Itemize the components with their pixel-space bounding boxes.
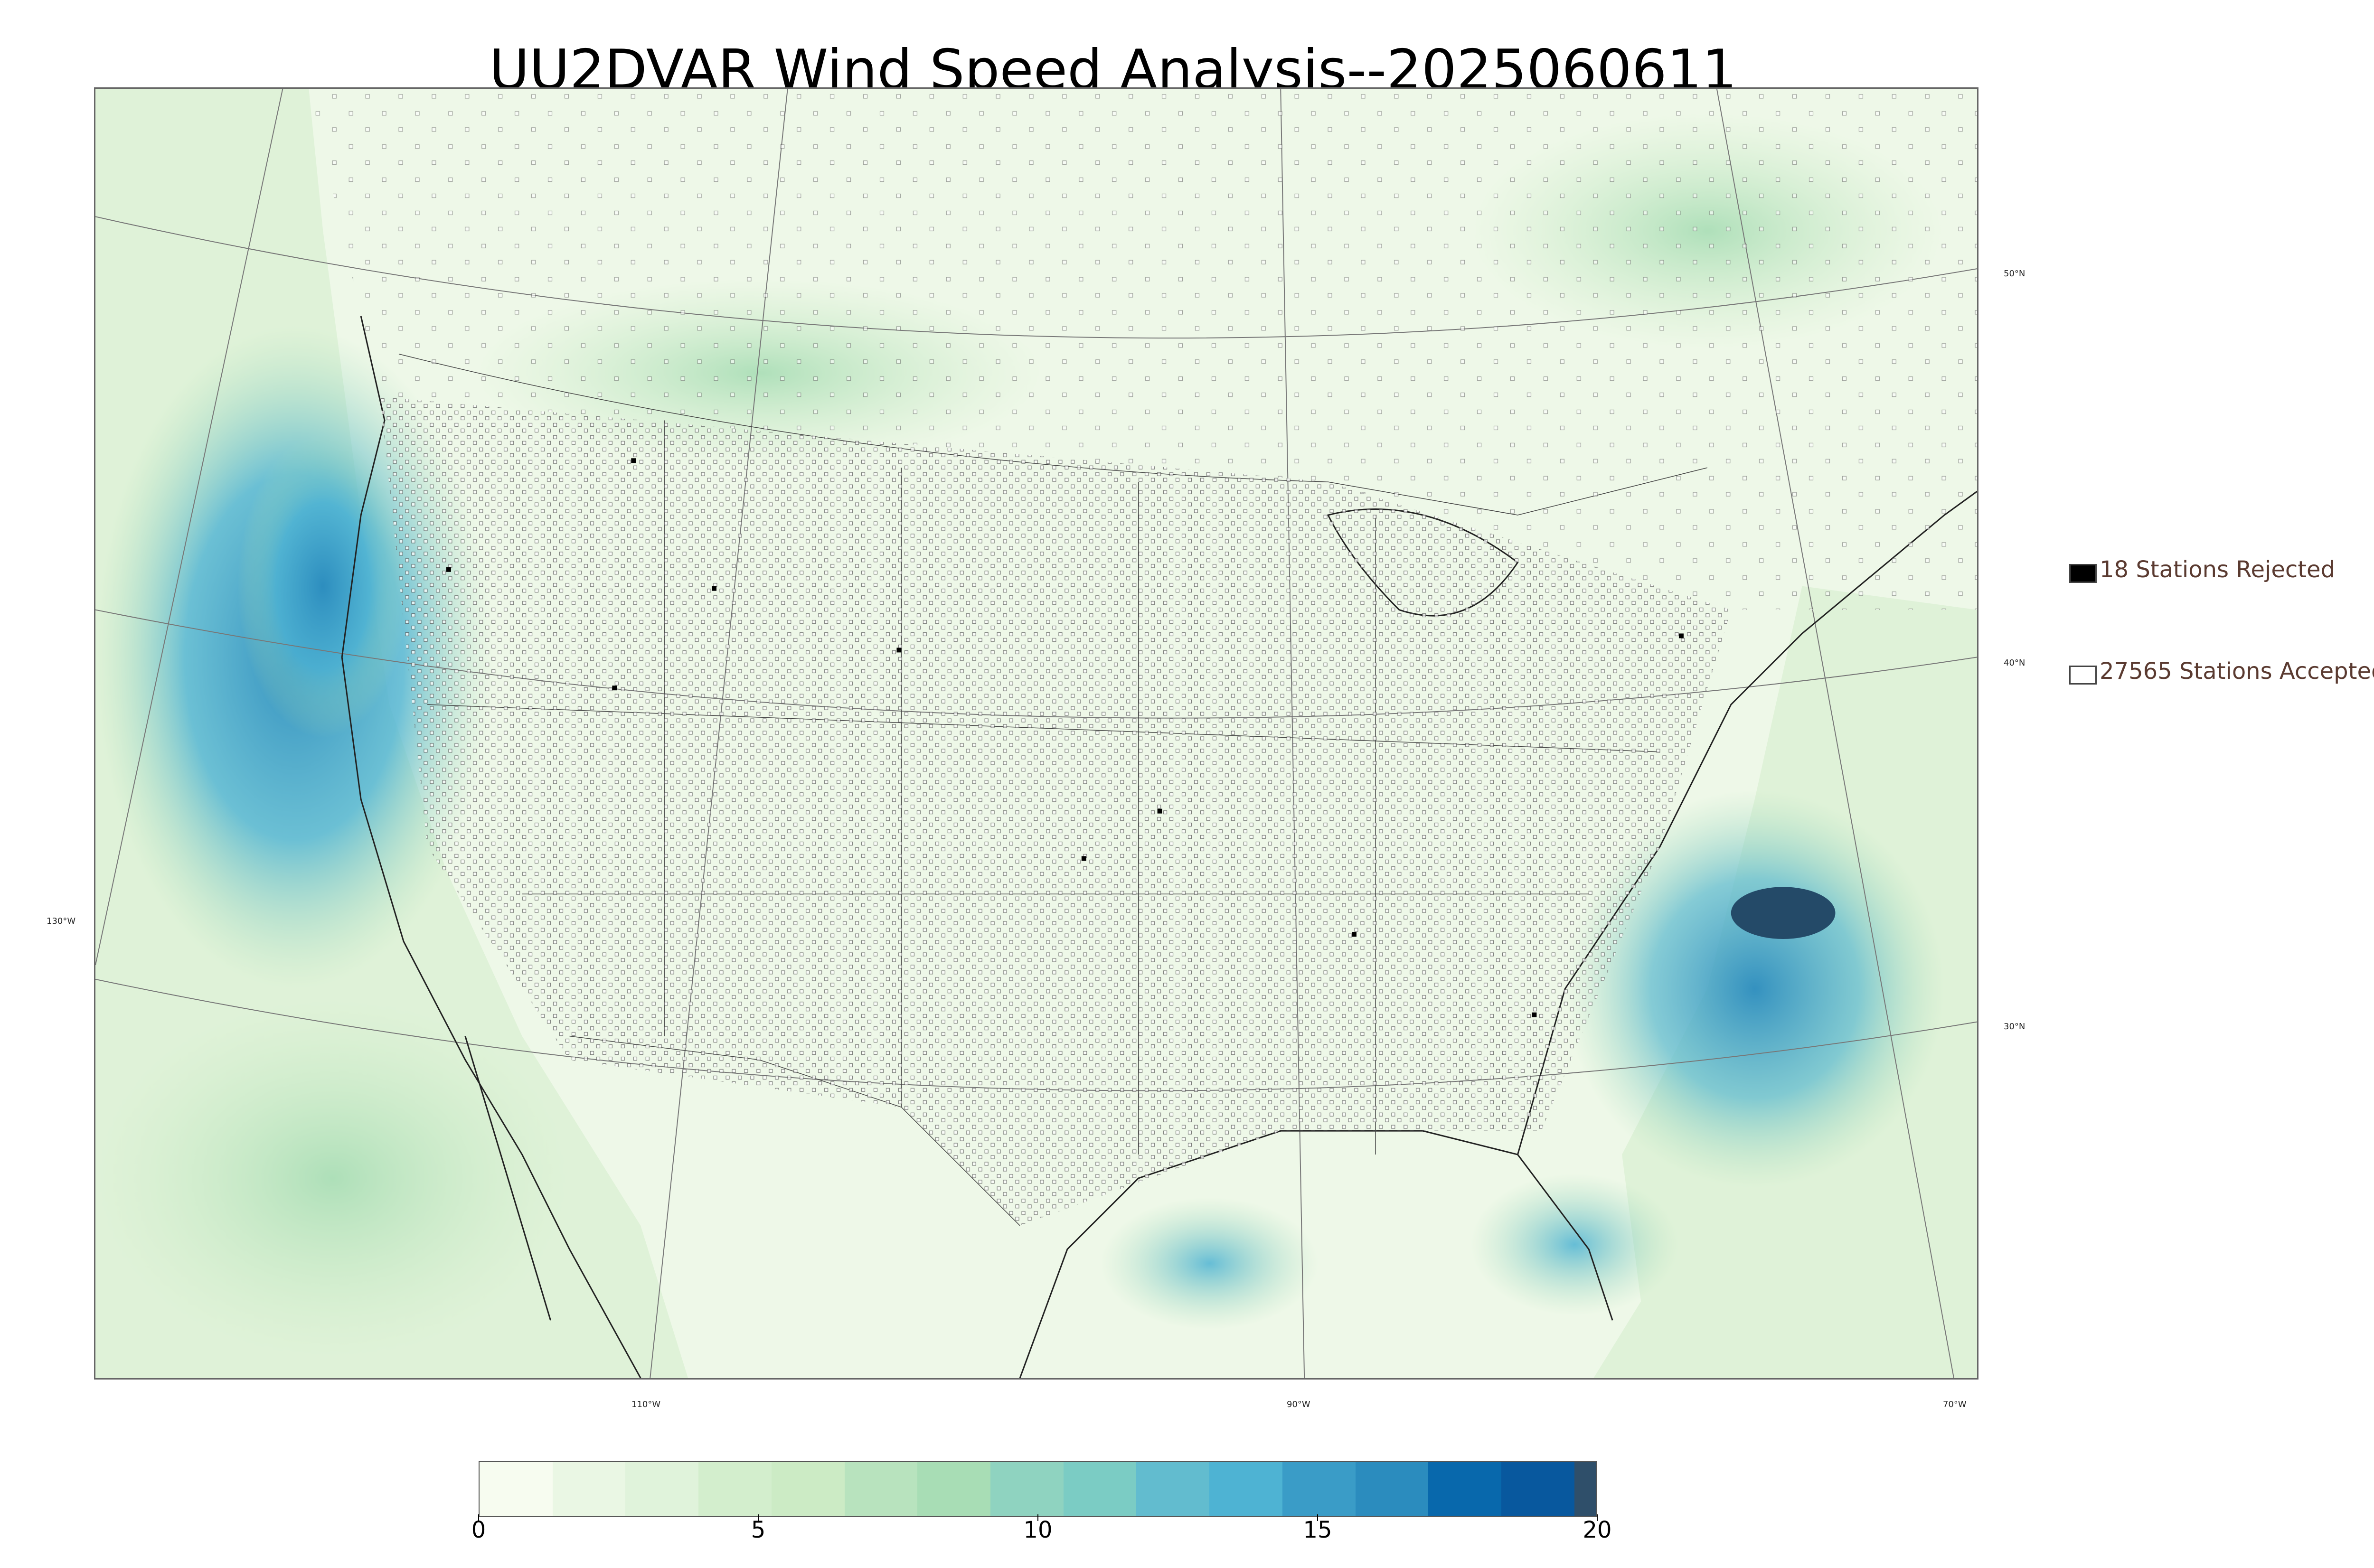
lon-label-70w: 70°W — [1943, 1399, 1967, 1409]
southwest-green — [95, 998, 570, 1359]
atlantic-wind-core — [1731, 887, 1836, 939]
station-observations-sparse — [309, 89, 1977, 610]
colorbar-segment — [1501, 1462, 1574, 1516]
colorbar-segment — [1574, 1462, 1596, 1516]
pacific-coastline — [341, 316, 641, 1378]
lon-label-90w: 90°W — [1287, 1399, 1310, 1409]
wind-speed-map[interactable] — [95, 89, 1977, 1378]
colorbar-tick-label: 5 — [751, 1517, 766, 1543]
rejected-station — [712, 586, 717, 591]
colorbar-segment — [990, 1462, 1064, 1516]
lon-label-110w: 110°W — [631, 1399, 661, 1409]
rejected-station — [896, 648, 902, 653]
rejected-station — [1157, 808, 1162, 814]
colorbar-tick-mark — [1597, 1514, 1598, 1521]
colorbar-segment — [1355, 1462, 1429, 1516]
lat-label-50n: 50°N — [2004, 269, 2025, 279]
colorbar-tick-label: 0 — [471, 1517, 486, 1543]
colorbar-tick-mark — [478, 1514, 479, 1521]
lon-label-130w: 130°W — [47, 916, 76, 926]
colorbar-tick-label: 20 — [1583, 1517, 1612, 1543]
florida-wind-patch — [1470, 1173, 1679, 1316]
accepted-swatch — [2069, 666, 2097, 685]
gulf-wind-patch — [1100, 1197, 1319, 1330]
colorbar-segment — [698, 1462, 772, 1516]
atlantic-wind-max — [1565, 789, 1945, 1188]
accepted-label: 27565 Stations Accepted — [2100, 658, 2374, 685]
rejected-station — [1678, 633, 1684, 638]
map-panel[interactable] — [94, 87, 1978, 1380]
lat-label-30n: 30°N — [2004, 1022, 2025, 1032]
station-observations-dense — [380, 396, 1731, 1226]
rejected-swatch — [2069, 564, 2097, 583]
colorbar-segment — [625, 1462, 699, 1516]
rejected-stations — [446, 458, 1684, 1017]
colorbar-segment — [1209, 1462, 1282, 1516]
rejected-station — [631, 458, 636, 463]
colorbar-segment — [552, 1462, 626, 1516]
colorbar-tick-label: 10 — [1023, 1517, 1053, 1543]
colorbar-segment — [1063, 1462, 1137, 1516]
colorbar-segment — [844, 1462, 918, 1516]
colorbar-segment — [917, 1462, 991, 1516]
colorbar-tick-mark — [1037, 1514, 1038, 1521]
rejected-station — [1532, 1012, 1537, 1017]
colorbar-segment — [480, 1462, 553, 1516]
rejected-station — [1351, 932, 1357, 937]
rejected-station — [1081, 856, 1086, 861]
colorbar-tick-mark — [758, 1514, 759, 1521]
wind-speed-colorbar — [479, 1461, 1597, 1517]
rejected-station — [612, 685, 617, 691]
colorbar-segment — [1136, 1462, 1210, 1516]
rejected-station — [446, 567, 451, 572]
colorbar-segment — [1282, 1462, 1356, 1516]
colorbar-segment — [1428, 1462, 1502, 1516]
baja-coastline — [464, 1036, 551, 1321]
legend-accepted: 27565 Stations Accepted — [2069, 658, 2374, 685]
rejected-label: 18 Stations Rejected — [2100, 556, 2336, 583]
pacific-wind-core — [237, 434, 409, 738]
colorbar-tick-label: 15 — [1303, 1517, 1332, 1543]
colorbar-segment — [771, 1462, 845, 1516]
legend-rejected: 18 Stations Rejected — [2069, 556, 2335, 583]
lat-label-40n: 40°N — [2004, 658, 2025, 668]
colorbar-tick-mark — [1317, 1514, 1318, 1521]
lon-line-130w — [95, 89, 283, 966]
